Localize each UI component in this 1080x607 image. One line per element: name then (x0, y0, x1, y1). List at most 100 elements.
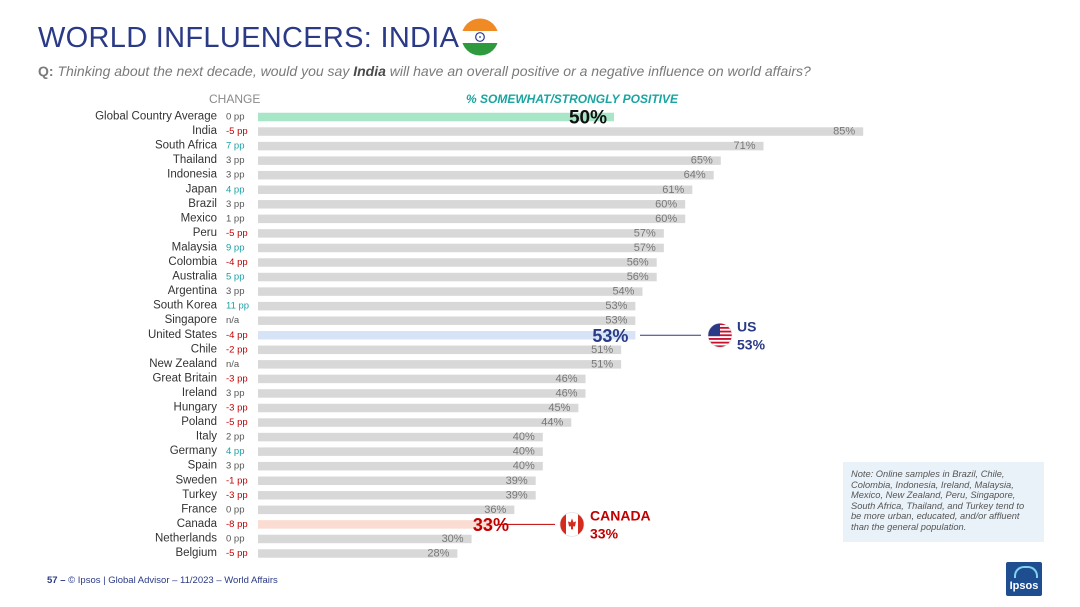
country-label-mexico: Mexico (181, 212, 217, 224)
bar-canada (258, 520, 493, 529)
value-label-turkey: 39% (506, 489, 528, 501)
change-japan: 4 pp (226, 184, 245, 195)
bar-argentina (258, 287, 643, 296)
bar-belgium (258, 549, 458, 558)
country-label-united-states: United States (148, 329, 217, 341)
survey-question: Q: Thinking about the next decade, would… (38, 63, 811, 79)
country-label-south-africa: South Africa (155, 140, 218, 152)
callout-name-canada: CANADA (590, 507, 651, 523)
country-label-poland: Poland (181, 416, 217, 428)
country-label-brazil: Brazil (188, 198, 217, 210)
change-header: CHANGE (209, 92, 260, 106)
value-label-italy: 40% (513, 431, 535, 443)
bar-colombia (258, 258, 657, 267)
value-label-argentina: 54% (612, 286, 634, 298)
bar-ireland (258, 389, 586, 398)
sample-note: Note: Online samples in Brazil, Chile, C… (843, 462, 1044, 542)
page-number: 57 – (47, 575, 66, 586)
country-label-ireland: Ireland (182, 387, 217, 399)
bar-turkey (258, 491, 536, 500)
value-label-germany: 40% (513, 446, 535, 458)
country-label-japan: Japan (186, 183, 217, 195)
question-text-end: will have an overall positive or a negat… (385, 63, 811, 79)
country-label-malaysia: Malaysia (172, 241, 218, 253)
value-label-global-country-average: 50% (569, 108, 607, 129)
change-brazil: 3 pp (226, 199, 245, 210)
bar-australia (258, 272, 657, 282)
value-label-poland: 44% (541, 417, 563, 429)
bar-peru (258, 229, 664, 238)
value-label-great-britain: 46% (555, 373, 577, 385)
bar-spain (258, 461, 543, 471)
footer: 57 – © Ipsos | Global Advisor – 11/2023 … (47, 575, 278, 586)
value-label-colombia: 56% (627, 257, 649, 269)
bar-sweden (258, 476, 536, 485)
country-label-spain: Spain (188, 460, 217, 472)
bar-indonesia (258, 170, 714, 180)
country-label-great-britain: Great Britain (152, 372, 217, 384)
bar-singapore (258, 316, 636, 325)
canada-flag-icon (559, 512, 585, 537)
value-label-australia: 56% (627, 271, 649, 283)
value-label-mexico: 60% (655, 213, 677, 225)
change-poland: -5 pp (226, 417, 248, 428)
value-label-india: 85% (833, 126, 855, 138)
country-label-south-korea: South Korea (153, 300, 218, 312)
country-label-france: France (181, 503, 217, 515)
value-label-ireland: 46% (555, 387, 577, 399)
change-thailand: 3 pp (226, 155, 245, 166)
country-label-hungary: Hungary (174, 402, 218, 414)
value-header: % SOMEWHAT/STRONGLY POSITIVE (466, 92, 679, 106)
change-india: -5 pp (226, 126, 248, 137)
callout-value-canada: 33% (590, 525, 619, 541)
value-label-sweden: 39% (506, 475, 528, 487)
value-label-chile: 51% (591, 344, 613, 356)
country-label-india: India (192, 125, 218, 137)
change-south-africa: 7 pp (226, 141, 245, 152)
bar-united-states (258, 331, 636, 340)
bar-south-korea (258, 301, 636, 311)
country-label-new-zealand: New Zealand (149, 358, 217, 370)
callout-value-us: 53% (737, 336, 766, 352)
change-ireland: 3 pp (226, 388, 245, 399)
change-peru: -5 pp (226, 228, 248, 239)
country-label-peru: Peru (193, 227, 217, 239)
bar-chile (258, 345, 622, 355)
change-germany: 4 pp (226, 446, 245, 457)
country-label-chile: Chile (191, 343, 217, 355)
change-global-country-average: 0 pp (226, 112, 245, 123)
bar-india (258, 127, 864, 136)
value-label-hungary: 45% (548, 402, 570, 414)
country-label-belgium: Belgium (175, 547, 217, 559)
change-italy: 2 pp (226, 432, 245, 443)
ipsos-logo: Ipsos (1006, 562, 1042, 596)
country-label-canada: Canada (177, 518, 218, 530)
bar-south-africa (258, 141, 764, 151)
change-hungary: -3 pp (226, 403, 248, 414)
country-label-colombia: Colombia (168, 256, 217, 268)
bar-malaysia (258, 243, 664, 253)
bar-new-zealand (258, 360, 622, 369)
bar-japan (258, 185, 693, 194)
footer-text: © Ipsos | Global Advisor – 11/2023 – Wor… (68, 575, 278, 586)
bar-great-britain (258, 374, 586, 384)
country-label-turkey: Turkey (182, 489, 217, 501)
bar-poland (258, 418, 572, 427)
value-label-new-zealand: 51% (591, 358, 613, 370)
change-canada: -8 pp (226, 519, 248, 530)
change-united-states: -4 pp (226, 330, 248, 341)
bar-france (258, 505, 515, 515)
value-label-brazil: 60% (655, 198, 677, 210)
bar-germany (258, 447, 543, 456)
change-mexico: 1 pp (226, 213, 245, 224)
change-argentina: 3 pp (226, 286, 245, 297)
value-label-canada: 33% (473, 515, 509, 535)
value-label-belgium: 28% (427, 548, 449, 560)
value-label-south-africa: 71% (733, 140, 755, 152)
value-label-peru: 57% (634, 227, 656, 239)
change-turkey: -3 pp (226, 490, 248, 501)
country-label-netherlands: Netherlands (155, 532, 217, 544)
change-chile: -2 pp (226, 344, 248, 355)
value-label-singapore: 53% (605, 315, 627, 327)
